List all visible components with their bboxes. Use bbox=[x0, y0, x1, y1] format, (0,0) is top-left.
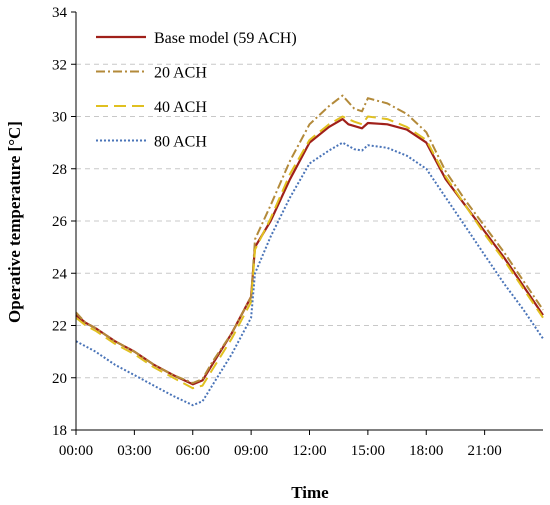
legend-label-1: 20 ACH bbox=[154, 65, 207, 82]
y-tick-label-20: 20 bbox=[52, 371, 67, 387]
x-tick-label-6: 18:00 bbox=[409, 443, 443, 459]
x-tick-label-2: 06:00 bbox=[176, 443, 210, 459]
series-line-3 bbox=[75, 141, 544, 407]
y-tick-label-24: 24 bbox=[52, 266, 68, 282]
series-line-2 bbox=[75, 115, 544, 390]
y-tick-label-28: 28 bbox=[52, 162, 67, 178]
y-tick-label-18: 18 bbox=[52, 423, 67, 439]
x-tick-label-0: 00:00 bbox=[59, 443, 93, 459]
y-axis-title: Operative temperature [°C] bbox=[5, 121, 24, 323]
x-tick-label-4: 12:00 bbox=[292, 443, 326, 459]
y-tick-label-26: 26 bbox=[52, 214, 68, 230]
x-tick-label-3: 09:00 bbox=[234, 443, 268, 459]
tick-labels: 18 20 22 24 26 28 30 32 34 00:00 03:00 06:00 09:00 12… bbox=[52, 5, 502, 459]
series-line-0 bbox=[75, 118, 544, 386]
legend-label-2: 40 ACH bbox=[154, 99, 207, 116]
legend: Base model (59 ACH) 20 ACH 40 ACH 80 ACH bbox=[96, 30, 297, 151]
legend-label-0: Base model (59 ACH) bbox=[154, 30, 297, 47]
x-tick-label-5: 15:00 bbox=[351, 443, 385, 459]
series-lines bbox=[75, 94, 544, 407]
x-tick-label-1: 03:00 bbox=[117, 443, 151, 459]
y-tick-label-30: 30 bbox=[52, 110, 67, 126]
x-tick-label-7: 21:00 bbox=[468, 443, 502, 459]
series-line-1 bbox=[75, 94, 544, 384]
x-axis-title: Time bbox=[291, 483, 329, 502]
axes bbox=[71, 11, 543, 435]
y-tick-label-34: 34 bbox=[52, 5, 68, 21]
y-tick-label-22: 22 bbox=[52, 319, 67, 335]
gridlines bbox=[76, 63, 543, 379]
legend-label-3: 80 ACH bbox=[154, 134, 207, 151]
y-tick-label-32: 32 bbox=[52, 57, 67, 73]
